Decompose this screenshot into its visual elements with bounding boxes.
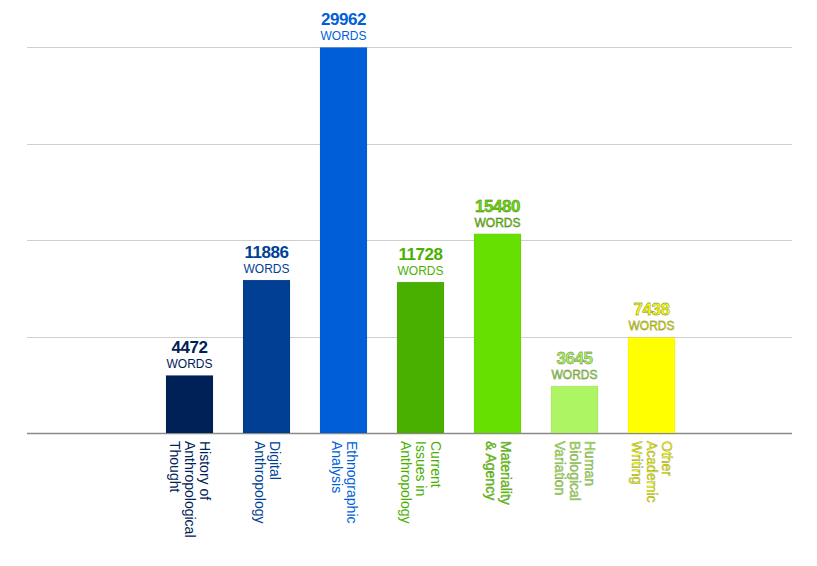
bars xyxy=(166,47,675,433)
x-tick-label-line: & Agency xyxy=(483,441,499,500)
x-tick-label-group: History ofAnthropologicalThought xyxy=(167,441,213,538)
data-label: 3645WORDS xyxy=(552,349,598,382)
data-label-unit: WORDS xyxy=(475,216,521,230)
data-label: 29962WORDS xyxy=(321,10,367,43)
x-tick-label-group: DigitalAnthropology xyxy=(252,441,283,524)
x-tick-label-group: HumanBiologicalVariation xyxy=(552,441,598,501)
x-tick-label: EthnographicAnalysis xyxy=(329,441,360,524)
x-tick-label: DigitalAnthropology xyxy=(252,441,283,524)
x-tick-label-line: Ethnographic xyxy=(344,441,360,524)
data-label: 15480WORDS xyxy=(475,197,521,230)
x-tick-label-line: Digital xyxy=(267,441,283,480)
grid-line xyxy=(27,240,792,241)
x-tick-label-line: Anthropological xyxy=(182,441,198,538)
data-label-number: 3645 xyxy=(557,349,593,368)
data-label-number: 29962 xyxy=(321,10,366,29)
x-tick-label-line: History of xyxy=(197,441,213,500)
data-label-unit: WORDS xyxy=(321,29,367,43)
bar xyxy=(320,47,367,433)
data-label-unit: WORDS xyxy=(398,264,444,278)
bar xyxy=(243,280,290,433)
bar xyxy=(166,375,213,433)
x-tick-label: History ofAnthropologicalThought xyxy=(167,441,213,538)
x-tick-label-line: Current xyxy=(428,441,444,488)
x-tick-label-line: Anthropology xyxy=(252,441,268,524)
grid-line xyxy=(27,144,792,145)
x-tick-label-line: Human xyxy=(582,441,598,486)
x-tick-label-group: Materiality& Agency xyxy=(483,441,514,505)
x-tick-label-line: Analysis xyxy=(329,441,345,493)
data-label: 11728WORDS xyxy=(398,245,444,278)
x-tick-label: CurrentIssues inAnthropology xyxy=(398,441,444,524)
x-tick-label-line: Biological xyxy=(567,441,583,501)
x-tick-label: OtherAcademicWriting xyxy=(629,441,675,502)
x-tick-label-line: Anthropology xyxy=(398,441,414,524)
x-tick-label-line: Academic xyxy=(644,441,660,502)
data-label-unit: WORDS xyxy=(244,262,290,276)
data-label-number: 11886 xyxy=(245,243,289,262)
bar xyxy=(551,386,598,433)
x-tick-labels: History ofAnthropologicalThoughtDigitalA… xyxy=(167,441,675,538)
x-tick-label: Materiality& Agency xyxy=(483,441,514,505)
x-tick-label-line: Issues in xyxy=(413,441,429,496)
data-label-unit: WORDS xyxy=(552,368,598,382)
chart-container: 4472WORDS11886WORDS29962WORDS11728WORDS1… xyxy=(0,0,817,566)
data-label-number: 11728 xyxy=(399,245,443,264)
data-label: 7438WORDS xyxy=(629,300,675,333)
x-tick-label-line: Writing xyxy=(629,441,645,484)
data-label: 4472WORDS xyxy=(167,338,213,371)
bar xyxy=(397,282,444,433)
data-label-number: 4472 xyxy=(172,338,208,357)
x-tick-label-group: EthnographicAnalysis xyxy=(329,441,360,524)
x-tick-label-group: CurrentIssues inAnthropology xyxy=(398,441,444,524)
bar xyxy=(628,337,675,433)
data-label-number: 15480 xyxy=(475,197,520,216)
grid-line xyxy=(27,47,792,48)
chart-svg: 4472WORDS11886WORDS29962WORDS11728WORDS1… xyxy=(0,0,817,566)
x-tick-label-line: Other xyxy=(659,441,675,476)
data-labels: 4472WORDS11886WORDS29962WORDS11728WORDS1… xyxy=(167,10,675,382)
data-label-number: 7438 xyxy=(634,300,670,319)
x-tick-label-line: Variation xyxy=(552,441,568,495)
data-label: 11886WORDS xyxy=(244,243,290,276)
x-tick-label-line: Materiality xyxy=(498,441,514,505)
bar xyxy=(474,234,521,433)
data-label-unit: WORDS xyxy=(167,357,213,371)
data-label-unit: WORDS xyxy=(629,319,675,333)
x-tick-label-group: OtherAcademicWriting xyxy=(629,441,675,502)
x-tick-label: HumanBiologicalVariation xyxy=(552,441,598,501)
grid xyxy=(27,48,792,434)
x-tick-label-line: Thought xyxy=(167,441,183,492)
